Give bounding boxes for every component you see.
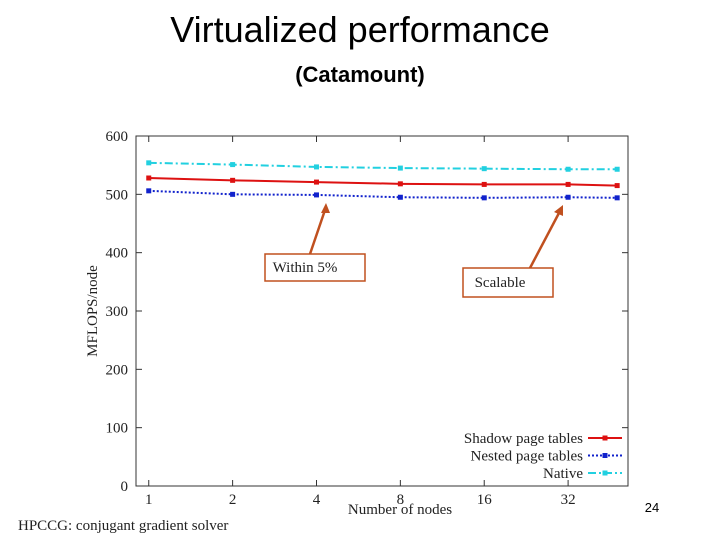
annotation: Within 5% <box>264 203 366 282</box>
point <box>565 194 571 200</box>
footer: HPCCG: conjugant gradient solver <box>18 518 228 534</box>
x-tick-label: 32 <box>561 492 576 508</box>
legend-label: Native <box>543 466 583 482</box>
slide-subtitle: (Catamount) <box>295 62 425 87</box>
point <box>397 181 403 187</box>
point <box>614 166 620 172</box>
point <box>481 166 487 172</box>
y-tick-label: 100 <box>106 421 129 437</box>
legend-marker <box>602 453 608 458</box>
y-axis-label: MFLOPS/node <box>85 265 101 357</box>
annotation-text: Scalable <box>475 275 526 291</box>
point <box>614 183 620 189</box>
point <box>313 164 319 170</box>
point <box>146 160 152 166</box>
series-line <box>148 177 618 187</box>
annotation-text: Within 5% <box>273 260 338 276</box>
slide-title: Virtualized performance <box>170 9 550 50</box>
x-tick-label: 4 <box>313 492 321 508</box>
x-axis-label: Number of nodes <box>348 502 452 518</box>
annotation-box <box>264 253 366 282</box>
y-tick-label: 300 <box>106 304 129 320</box>
point <box>397 165 403 171</box>
series-line <box>148 189 618 199</box>
point <box>313 179 319 185</box>
y-tick-label: 400 <box>106 246 129 262</box>
point <box>565 166 571 172</box>
legend-label: Nested page tables <box>471 449 584 465</box>
point <box>614 195 620 201</box>
point <box>397 194 403 200</box>
point <box>230 191 236 197</box>
annotation-box <box>462 267 554 298</box>
y-tick-label: 600 <box>106 129 129 145</box>
legend-label: Shadow page tables <box>464 431 583 447</box>
x-tick-label: 16 <box>477 492 493 508</box>
y-tick-label: 0 <box>121 479 129 495</box>
point <box>481 181 487 187</box>
arrow-head <box>321 203 330 213</box>
point <box>481 195 487 201</box>
point <box>230 162 236 168</box>
x-tick-label: 1 <box>145 492 153 508</box>
arrow <box>528 212 561 269</box>
y-tick-label: 200 <box>106 362 129 378</box>
annotation: Scalable <box>462 205 563 298</box>
legend-marker <box>602 435 608 441</box>
legend-marker <box>602 470 608 476</box>
series-line <box>148 161 618 171</box>
y-tick-label: 500 <box>106 187 129 203</box>
page-number: 24 <box>645 500 659 515</box>
arrow-head <box>554 205 563 216</box>
point <box>230 177 236 183</box>
point <box>313 192 319 198</box>
point <box>146 175 152 181</box>
point <box>565 181 571 187</box>
x-tick-label: 2 <box>229 492 237 508</box>
x-tick-label: 8 <box>397 492 405 508</box>
point <box>146 188 152 194</box>
arrow <box>308 209 327 255</box>
